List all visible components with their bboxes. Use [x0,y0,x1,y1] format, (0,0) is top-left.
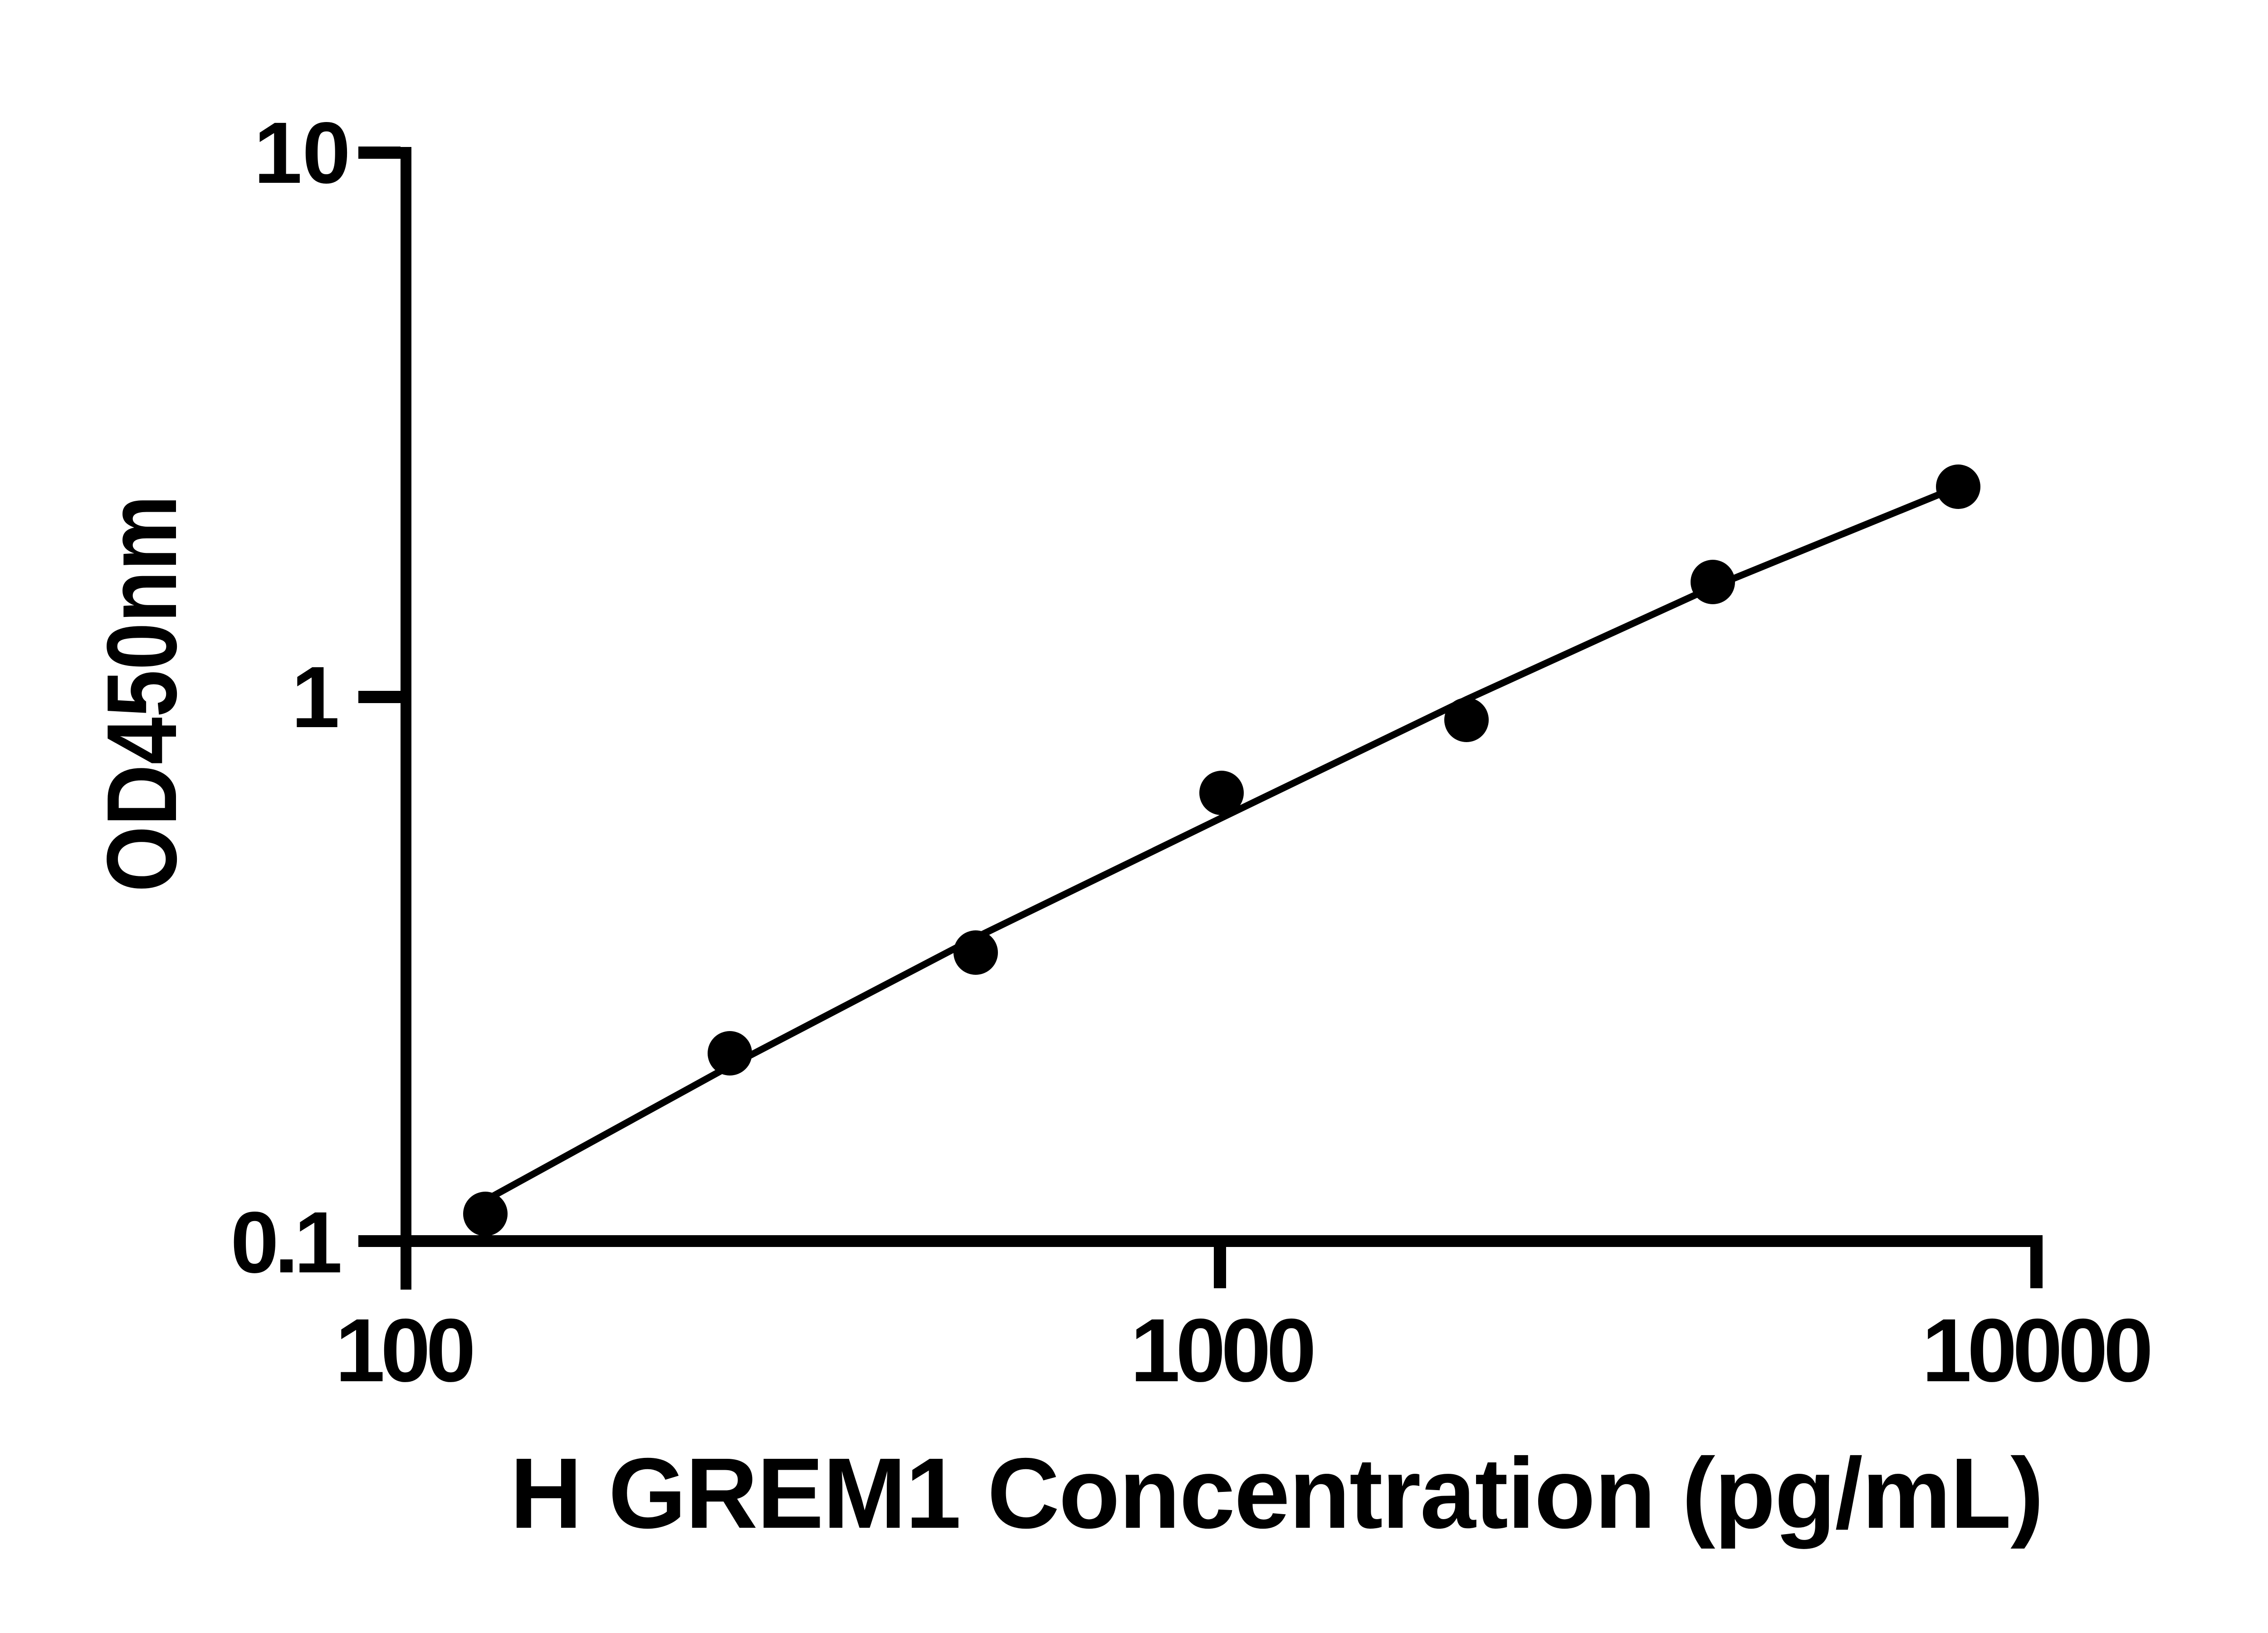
svg-text:1000: 1000 [1130,1300,1313,1400]
svg-text:H GREM1 Concentration (pg/mL): H GREM1 Concentration (pg/mL) [510,1437,2043,1549]
svg-text:10: 10 [254,104,351,201]
svg-text:OD450nm: OD450nm [86,495,197,892]
svg-text:0.1: 0.1 [230,1193,340,1291]
svg-text:1: 1 [291,648,340,746]
svg-text:100: 100 [335,1300,472,1400]
svg-text:10000: 10000 [1922,1300,2150,1400]
